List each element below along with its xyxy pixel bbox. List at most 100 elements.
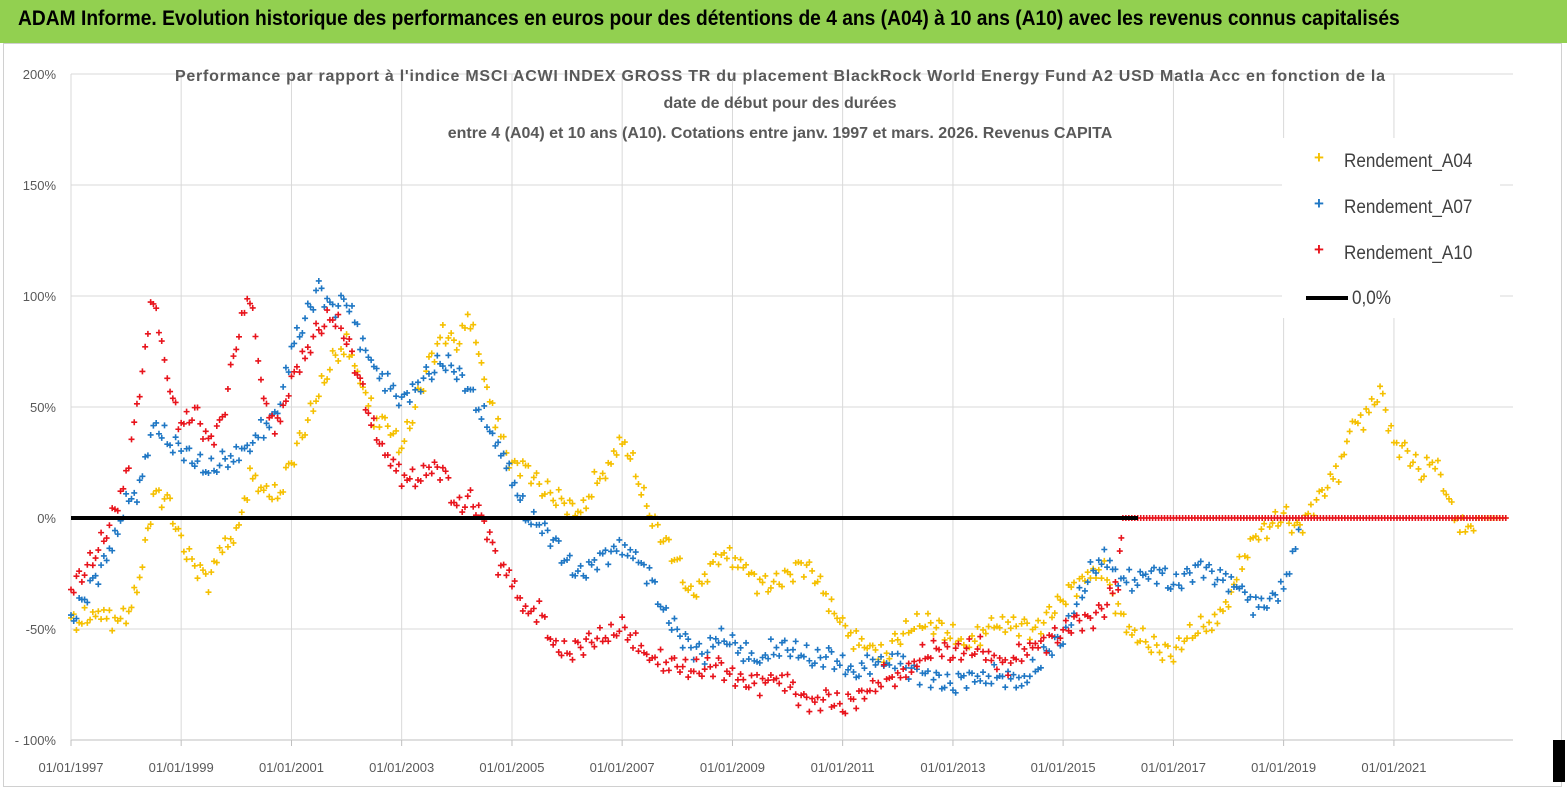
data-point: [756, 576, 763, 583]
data-point: [406, 425, 413, 432]
data-point: [949, 654, 956, 661]
data-point: [492, 424, 499, 431]
data-point: [924, 610, 931, 617]
series-a10: [68, 295, 1509, 717]
data-point: [806, 559, 813, 566]
data-point: [574, 568, 581, 575]
data-point: [977, 642, 984, 649]
data-point: [368, 395, 375, 402]
data-point: [853, 627, 860, 634]
data-point: [1021, 616, 1028, 623]
data-point: [751, 680, 758, 687]
data-point: [817, 573, 824, 580]
data-point: [404, 418, 411, 425]
data-point: [1131, 576, 1138, 583]
data-point: [616, 628, 623, 635]
data-point: [710, 558, 717, 565]
y-tick-label: 200%: [23, 67, 57, 82]
data-point: [293, 363, 300, 370]
data-point: [158, 434, 165, 441]
data-point: [1068, 629, 1075, 636]
data-point: [847, 629, 854, 636]
legend-item-a04: + Rendement_A04: [1282, 146, 1500, 176]
data-point: [712, 551, 719, 558]
data-point: [820, 663, 827, 670]
data-point: [704, 578, 711, 585]
legend-label-zero: 0,0%: [1352, 288, 1391, 309]
data-point: [1159, 657, 1166, 664]
data-point: [313, 287, 320, 294]
data-point: [376, 375, 383, 382]
data-point: [503, 465, 510, 472]
data-point: [1401, 439, 1408, 446]
data-point: [1363, 405, 1370, 412]
data-point: [1467, 523, 1474, 530]
data-point: [78, 620, 85, 627]
data-point: [608, 548, 615, 555]
data-point: [958, 635, 965, 642]
data-point: [205, 469, 212, 476]
data-point: [87, 549, 94, 556]
data-point: [150, 300, 157, 307]
data-point: [241, 309, 248, 316]
data-point: [263, 483, 270, 490]
x-tick-label: 01/01/1999: [149, 760, 214, 775]
x-tick-label: 01/01/2021: [1361, 760, 1426, 775]
data-point: [646, 564, 653, 571]
data-point: [329, 347, 336, 354]
data-point: [343, 331, 350, 338]
data-point: [257, 416, 264, 423]
data-point: [244, 497, 251, 504]
data-point: [517, 472, 524, 479]
data-point: [343, 302, 350, 309]
data-point: [1060, 641, 1067, 648]
data-point: [1217, 566, 1224, 573]
data-point: [252, 333, 259, 340]
legend-label-a10: Rendement_A10: [1344, 243, 1473, 264]
data-point: [715, 655, 722, 662]
data-point: [362, 389, 369, 396]
data-point: [676, 669, 683, 676]
data-point: [175, 525, 182, 532]
data-point: [1377, 383, 1384, 390]
data-point: [133, 589, 140, 596]
data-point: [594, 566, 601, 573]
data-point: [737, 556, 744, 563]
data-point: [822, 653, 829, 660]
data-point: [428, 470, 435, 477]
data-point: [643, 503, 650, 510]
data-point: [721, 677, 728, 684]
data-point: [723, 555, 730, 562]
data-point: [271, 430, 278, 437]
data-point: [95, 547, 102, 554]
data-point: [1109, 590, 1116, 597]
data-point: [831, 610, 838, 617]
data-point: [679, 663, 686, 670]
data-point: [800, 691, 807, 698]
data-point: [142, 343, 149, 350]
data-point: [1068, 584, 1075, 591]
data-point: [158, 338, 165, 345]
data-point: [1037, 638, 1044, 645]
data-point: [1184, 565, 1191, 572]
data-point: [321, 303, 328, 310]
data-point: [869, 642, 876, 649]
data-point: [580, 651, 587, 658]
data-point: [569, 656, 576, 663]
data-point: [726, 641, 733, 648]
data-point: [483, 384, 490, 391]
data-point: [219, 448, 226, 455]
data-point: [855, 673, 862, 680]
data-point: [652, 654, 659, 661]
data-point: [693, 643, 700, 650]
data-point: [955, 670, 962, 677]
data-point: [608, 460, 615, 467]
data-point: [704, 654, 711, 661]
data-point: [453, 346, 460, 353]
data-point: [905, 660, 912, 667]
data-point: [139, 564, 146, 571]
data-point: [326, 366, 333, 373]
y-tick-label: 100%: [23, 289, 57, 304]
data-point: [340, 351, 347, 358]
data-point: [114, 507, 121, 514]
